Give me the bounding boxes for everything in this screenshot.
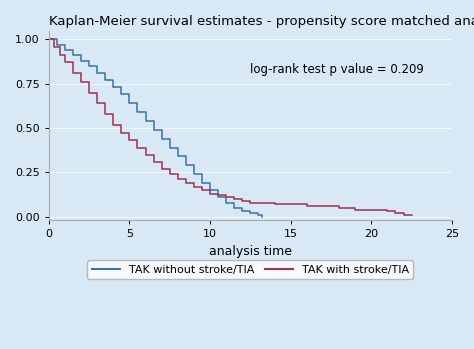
Legend: TAK without stroke/TIA, TAK with stroke/TIA: TAK without stroke/TIA, TAK with stroke/… bbox=[87, 260, 413, 279]
Text: log-rank test p value = 0.209: log-rank test p value = 0.209 bbox=[250, 63, 424, 76]
X-axis label: analysis time: analysis time bbox=[209, 245, 292, 258]
Text: Kaplan-Meier survival estimates - propensity score matched analysis: Kaplan-Meier survival estimates - propen… bbox=[49, 15, 474, 28]
